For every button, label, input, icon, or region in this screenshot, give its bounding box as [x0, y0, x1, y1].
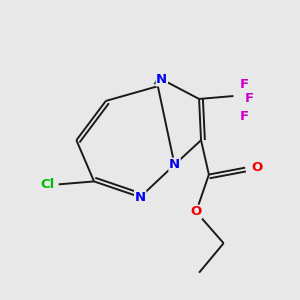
Text: O: O [251, 161, 262, 174]
Text: F: F [245, 92, 254, 106]
Text: O: O [190, 205, 202, 218]
Text: Cl: Cl [40, 178, 54, 191]
Text: N: N [135, 190, 146, 204]
Text: F: F [239, 110, 248, 123]
Text: N: N [169, 158, 180, 171]
Text: N: N [156, 73, 167, 86]
Text: F: F [239, 78, 248, 91]
